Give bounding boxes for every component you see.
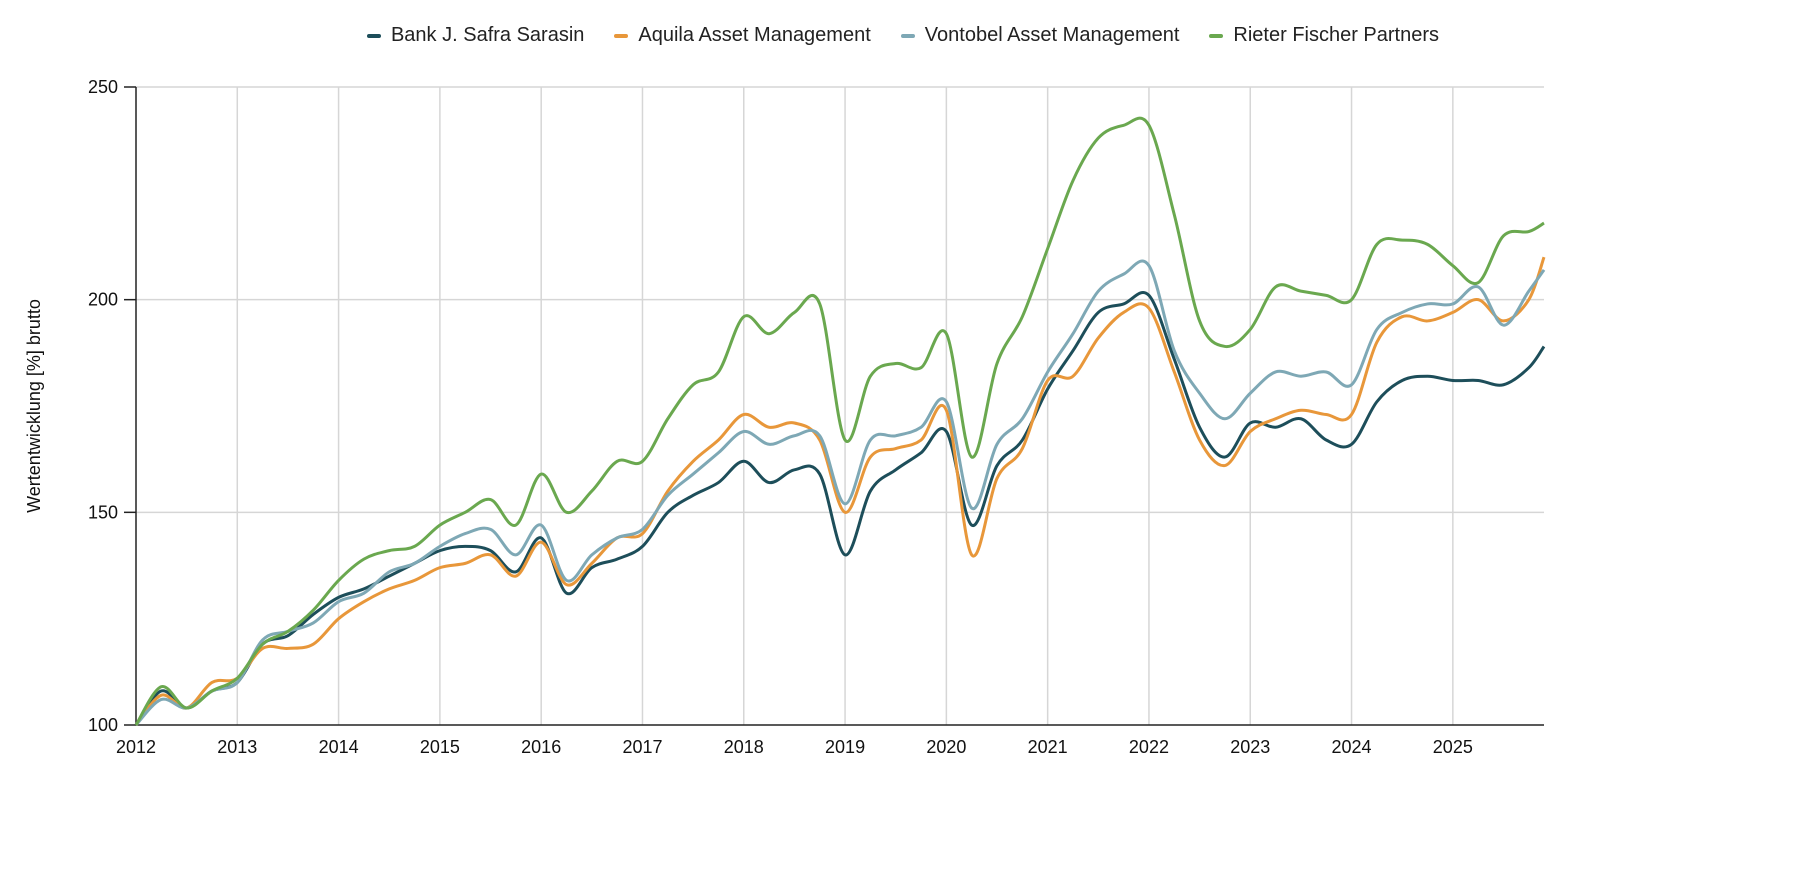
x-tick-label: 2014 — [319, 737, 359, 757]
x-tick-label: 2022 — [1129, 737, 1169, 757]
legend-item[interactable]: Rieter Fischer Partners — [1209, 24, 1439, 47]
x-tick-label: 2020 — [926, 737, 966, 757]
x-tick-label: 2025 — [1433, 737, 1473, 757]
x-tick-label: 2017 — [622, 737, 662, 757]
x-tick-label: 2015 — [420, 737, 460, 757]
legend-swatch — [1209, 33, 1224, 38]
legend-label: Vontobel Asset Management — [924, 24, 1180, 46]
legend-label: Aquila Asset Management — [638, 24, 871, 46]
x-tick-label: 2018 — [724, 737, 764, 757]
y-tick-label: 250 — [88, 77, 118, 97]
legend-item[interactable]: Aquila Asset Management — [614, 24, 871, 47]
x-tick-label: 2019 — [825, 737, 865, 757]
y-tick-label: 100 — [88, 715, 118, 735]
y-tick-label: 150 — [88, 502, 118, 522]
legend-swatch — [614, 33, 629, 38]
legend-swatch — [366, 33, 381, 38]
legend-item[interactable]: Bank J. Safra Sarasin — [366, 24, 585, 47]
y-tick-label: 200 — [88, 290, 118, 310]
legend-item[interactable]: Vontobel Asset Management — [900, 24, 1180, 47]
series-line-vontobel-asset-management — [134, 259, 1546, 727]
chart-legend: Bank J. Safra Sarasin Aquila Asset Manage… — [0, 24, 1806, 47]
x-tick-label: 2024 — [1332, 737, 1372, 757]
x-tick-label: 2016 — [521, 737, 561, 757]
x-tick-label: 2013 — [217, 737, 257, 757]
series-line-rieter-fischer-partners — [134, 116, 1545, 726]
x-tick-label: 2023 — [1230, 737, 1270, 757]
y-axis-label: Wertentwicklung [%] brutto — [24, 299, 44, 513]
legend-label: Rieter Fischer Partners — [1233, 24, 1440, 46]
legend-swatch — [900, 33, 915, 38]
x-tick-label: 2012 — [116, 737, 156, 757]
x-tick-label: 2021 — [1028, 737, 1068, 757]
legend-label: Bank J. Safra Sarasin — [390, 24, 585, 46]
series-line-bank-j-safra-sarasin — [134, 290, 1546, 726]
series-line-aquila-asset-management — [134, 256, 1546, 726]
